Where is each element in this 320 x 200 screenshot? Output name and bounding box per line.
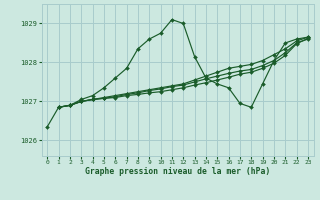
X-axis label: Graphe pression niveau de la mer (hPa): Graphe pression niveau de la mer (hPa) bbox=[85, 167, 270, 176]
